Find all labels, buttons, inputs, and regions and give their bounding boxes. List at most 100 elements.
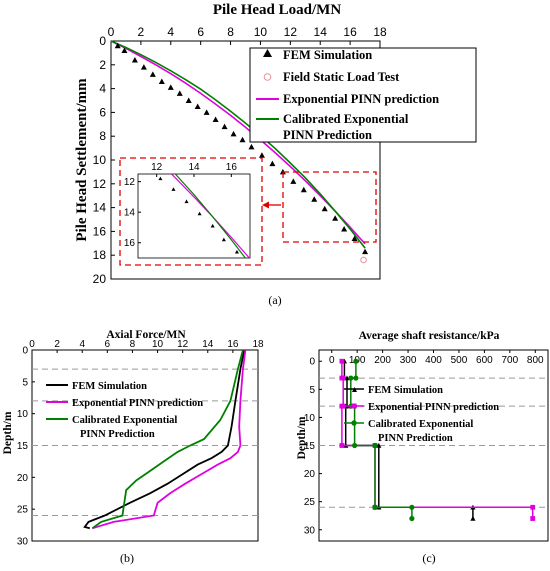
a-legend-marker-field bbox=[263, 73, 272, 81]
a-fem-point bbox=[321, 205, 328, 212]
c-calibrated-point bbox=[409, 504, 415, 510]
panel-b: Axial Force/MN Depth/m 0 2 4 6 8 10 12 14 16 18 0 5… bbox=[2, 329, 264, 565]
c-fem-point bbox=[470, 515, 476, 521]
a-inset-x-tick-label: 12 bbox=[151, 162, 163, 173]
b-x-tick-label: 8 bbox=[130, 339, 136, 350]
c-y-tick-label: 5 bbox=[309, 385, 315, 396]
a-fem-point bbox=[311, 196, 318, 202]
c-x-tick-label: 600 bbox=[476, 355, 493, 366]
a-fem-point bbox=[158, 78, 165, 84]
a-inset-fem-point bbox=[210, 223, 215, 228]
a-legend-marker-fem bbox=[263, 49, 272, 57]
panel-c: Average shaft resistance/kPa Depth/m 0 10… bbox=[296, 330, 549, 565]
a-legend-box bbox=[249, 47, 477, 143]
b-xlabel: Axial Force/MN bbox=[106, 329, 186, 341]
c-legend-exp: Exponential PINN prediction bbox=[368, 402, 499, 413]
a-fem-point bbox=[203, 109, 210, 115]
c-y-tick-label: 15 bbox=[304, 441, 316, 452]
c-x-tick-label: 800 bbox=[527, 355, 544, 366]
b-panel-label: (b) bbox=[120, 551, 134, 565]
a-inset-fem-point bbox=[221, 237, 226, 242]
a-y-tick-label: 4 bbox=[99, 82, 106, 96]
c-y-tick-label: 10 bbox=[304, 413, 316, 424]
b-y-tick-label: 20 bbox=[17, 473, 29, 484]
c-exponential-point bbox=[339, 358, 345, 364]
c-ylabel: Depth/m bbox=[296, 416, 308, 459]
a-legend-exp: Exponential PINN prediction bbox=[283, 92, 439, 106]
a-y-tick-label: 10 bbox=[93, 153, 107, 167]
c-legend-cal-line1: Calibrated Exponential bbox=[368, 419, 473, 430]
a-fem-point bbox=[121, 47, 128, 54]
a-fem-point bbox=[131, 57, 138, 63]
a-fem-point bbox=[341, 226, 348, 232]
a-inset-calibrated-line bbox=[174, 174, 247, 258]
a-xlabel: Pile Head Load/MN bbox=[213, 2, 341, 18]
a-inset-fem-point bbox=[234, 249, 239, 254]
c-x-tick-label: 0 bbox=[329, 355, 335, 366]
b-x-tick-label: 4 bbox=[79, 339, 85, 350]
b-series-exponential bbox=[92, 349, 247, 530]
c-calibrated-point bbox=[372, 442, 378, 449]
a-legend-fem: FEM Simulation bbox=[283, 48, 372, 62]
b-x-tick-label: 14 bbox=[202, 339, 214, 350]
a-series-calibrated-line bbox=[110, 40, 366, 249]
a-y-tick-label: 18 bbox=[93, 248, 107, 262]
a-inset-exponential-line bbox=[170, 174, 250, 258]
a-x-tick-label: 2 bbox=[138, 25, 145, 39]
c-calibrated-point bbox=[352, 442, 358, 449]
c-fem-point bbox=[344, 375, 350, 381]
c-x-tick-label: 700 bbox=[501, 355, 518, 366]
a-x-tick-label: 10 bbox=[254, 25, 268, 39]
a-fem-point bbox=[332, 215, 339, 221]
a-inset-fem-point bbox=[197, 211, 202, 216]
a-inset-y-tick-label: 14 bbox=[124, 208, 136, 219]
c-calibrated-point bbox=[348, 375, 354, 381]
a-fem-point bbox=[167, 84, 174, 90]
c-legend-marker-exp bbox=[351, 403, 357, 409]
a-fem-point bbox=[114, 42, 121, 49]
a-highlight-box bbox=[282, 171, 377, 243]
b-y-tick-label: 25 bbox=[17, 505, 29, 516]
b-x-tick-label: 16 bbox=[227, 339, 239, 350]
a-ylabel: Pile Head Settlement/mm bbox=[74, 78, 90, 242]
c-legend-marker-fem bbox=[352, 387, 357, 392]
a-fem-point bbox=[140, 64, 147, 70]
a-fem-point bbox=[185, 97, 192, 103]
a-x-tick-label: 16 bbox=[343, 25, 357, 39]
b-y-tick-label: 0 bbox=[22, 346, 28, 357]
b-ticks: 0 2 4 6 8 10 12 14 16 18 0 5 10 15 20 25 30 bbox=[17, 339, 264, 548]
a-y-tick-label: 8 bbox=[99, 129, 106, 143]
a-fem-point bbox=[290, 178, 297, 184]
a-y-tick-label: 20 bbox=[93, 272, 107, 286]
c-x-tick-label: 300 bbox=[400, 355, 417, 366]
a-x-tick-label: 8 bbox=[227, 25, 234, 39]
a-x-tick-label: 18 bbox=[373, 25, 387, 39]
c-calibrated-point bbox=[353, 358, 359, 364]
b-x-tick-label: 10 bbox=[152, 339, 164, 350]
c-legend-marker-cal bbox=[351, 420, 357, 426]
c-calibrated-point bbox=[409, 515, 415, 522]
a-inset-fem-point bbox=[158, 176, 163, 181]
a-frame bbox=[110, 40, 381, 280]
a-panel-label: (a) bbox=[268, 293, 281, 307]
c-y-tick-label: 0 bbox=[309, 357, 315, 368]
c-y-tick-label: 25 bbox=[304, 497, 316, 508]
b-y-tick-label: 15 bbox=[17, 441, 29, 452]
a-fem-point bbox=[362, 248, 369, 255]
a-x-tick-label: 14 bbox=[314, 25, 328, 39]
b-x-tick-label: 6 bbox=[105, 339, 111, 350]
b-x-tick-label: 0 bbox=[29, 339, 35, 350]
a-y-tick-label: 14 bbox=[93, 201, 107, 215]
a-x-tick-label: 12 bbox=[284, 25, 298, 39]
c-exponential-point bbox=[530, 504, 536, 510]
a-legend-cal-line2: PINN Prediction bbox=[283, 128, 372, 142]
a-inset-fem-point bbox=[184, 199, 189, 204]
c-ticks: 0100200300400500600700800051015202530 bbox=[304, 350, 544, 536]
c-exponential-point bbox=[340, 375, 346, 381]
a-fem-point bbox=[300, 186, 307, 193]
a-x-tick-label: 6 bbox=[197, 25, 204, 39]
a-fem-point bbox=[230, 130, 237, 137]
a-fem-point bbox=[239, 136, 246, 143]
b-legend-cal-line1: Calibrated Exponential bbox=[72, 415, 177, 426]
